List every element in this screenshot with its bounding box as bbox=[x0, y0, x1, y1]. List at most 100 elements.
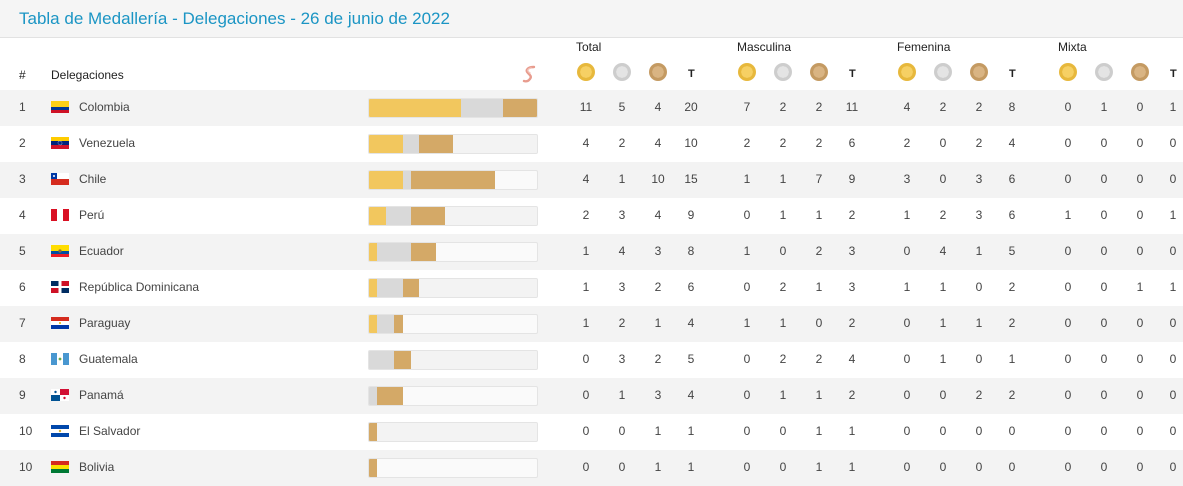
total-bronze-count: 3 bbox=[654, 388, 662, 402]
mixta-bronze-count: 0 bbox=[1136, 460, 1144, 474]
bar-segment-silver bbox=[385, 207, 411, 225]
table-row[interactable]: 2 Venezuela 4 2 4 10 2 2 2 6 2 0 2 4 0 0 0 0 bbox=[0, 126, 1183, 162]
rank-cell: 10 bbox=[19, 424, 33, 438]
masculina-total-count: 3 bbox=[848, 280, 856, 294]
mixta-bronze-count: 0 bbox=[1136, 424, 1144, 438]
femenina-bronze-count: 1 bbox=[975, 316, 983, 330]
femenina-silver-count: 4 bbox=[939, 244, 947, 258]
table-row[interactable]: 8 Guatemala 0 3 2 5 0 2 2 4 0 1 0 1 0 0 0 0 bbox=[0, 342, 1183, 378]
table-row[interactable]: 4 Perú 2 3 4 9 0 1 1 2 1 2 3 6 1 0 0 1 bbox=[0, 198, 1183, 234]
group-header-masculina: Masculina bbox=[737, 40, 792, 54]
brand-logo-icon bbox=[522, 65, 536, 83]
country-name[interactable]: Venezuela bbox=[79, 136, 136, 150]
total-silver-count: 0 bbox=[618, 424, 626, 438]
rank-cell: 4 bbox=[19, 208, 26, 222]
masculina-gold-count: 0 bbox=[743, 280, 751, 294]
table-row[interactable]: 3 Chile 4 1 10 15 1 1 7 9 3 0 3 6 0 0 0 0 bbox=[0, 162, 1183, 198]
total-bronze-count: 2 bbox=[654, 352, 662, 366]
table-row[interactable]: 5 Ecuador 1 4 3 8 1 0 2 3 0 4 1 5 0 0 0 0 bbox=[0, 234, 1183, 270]
table-row[interactable]: 1 Colombia 11 5 4 20 7 2 2 11 4 2 2 8 0 1 0 1 bbox=[0, 90, 1183, 126]
femenina-total-count: 0 bbox=[1008, 460, 1016, 474]
medal-distribution-bar bbox=[368, 278, 538, 298]
bar-segment-bronze bbox=[394, 315, 403, 333]
mixta-gold-count: 1 bbox=[1064, 208, 1072, 222]
mixta-gold-count: 0 bbox=[1064, 280, 1072, 294]
total-silver-count: 2 bbox=[618, 316, 626, 330]
femenina-gold-count: 4 bbox=[903, 100, 911, 114]
country-name[interactable]: Paraguay bbox=[79, 316, 131, 330]
total-gold-count: 1 bbox=[582, 244, 590, 258]
medal-distribution-bar bbox=[368, 422, 538, 442]
masculina-bronze-count: 0 bbox=[815, 316, 823, 330]
femenina-bronze-count: 0 bbox=[975, 424, 983, 438]
mixta-silver-count: 0 bbox=[1100, 460, 1108, 474]
table-row[interactable]: 10 Bolivia 0 0 1 1 0 0 1 1 0 0 0 0 0 0 0 0 bbox=[0, 450, 1183, 486]
masculina-gold-count: 7 bbox=[743, 100, 751, 114]
femenina-silver-count: 0 bbox=[939, 460, 947, 474]
table-row[interactable]: 9 Panamá 0 1 3 4 0 1 1 2 0 0 2 2 0 0 0 0 bbox=[0, 378, 1183, 414]
bar-segment-gold bbox=[369, 279, 378, 297]
total-gold-count: 1 bbox=[582, 316, 590, 330]
mixta-bronze-count: 0 bbox=[1136, 136, 1144, 150]
total-total-count: 20 bbox=[684, 100, 698, 114]
masculina-gold-count: 1 bbox=[743, 316, 751, 330]
rank-cell: 8 bbox=[19, 352, 26, 366]
mixta-bronze-count: 0 bbox=[1136, 388, 1144, 402]
medal-distribution-bar bbox=[368, 242, 538, 262]
femenina-total-count: 2 bbox=[1008, 388, 1016, 402]
masculina-total-count: 2 bbox=[848, 316, 856, 330]
country-name[interactable]: Ecuador bbox=[79, 244, 124, 258]
total-gold-count: 11 bbox=[579, 100, 593, 114]
silver-medal-icon bbox=[934, 63, 952, 81]
country-name[interactable]: Guatemala bbox=[79, 352, 138, 366]
medal-distribution-bar bbox=[368, 134, 538, 154]
medal-distribution-bar bbox=[368, 98, 538, 118]
country-name[interactable]: Chile bbox=[79, 172, 107, 186]
medal-table-body: 1 Colombia 11 5 4 20 7 2 2 11 4 2 2 8 0 1 0 1 2 Venezuela 4 2… bbox=[0, 90, 1183, 486]
total-column-label: T bbox=[1170, 68, 1177, 80]
country-name[interactable]: República Dominicana bbox=[79, 280, 200, 294]
flag-bolivia-icon bbox=[51, 461, 69, 473]
total-bronze-count: 4 bbox=[654, 208, 662, 222]
bar-segment-gold bbox=[369, 171, 403, 189]
masculina-total-count: 6 bbox=[848, 136, 856, 150]
country-name[interactable]: Colombia bbox=[79, 100, 130, 114]
table-row[interactable]: 7 Paraguay 1 2 1 4 1 1 0 2 0 1 1 2 0 0 0 0 bbox=[0, 306, 1183, 342]
country-name[interactable]: Bolivia bbox=[79, 460, 115, 474]
table-row[interactable]: 6 República Dominicana 1 3 2 6 0 2 1 3 1 1 0 2 0 0 1 1 bbox=[0, 270, 1183, 306]
medal-distribution-bar bbox=[368, 350, 538, 370]
masculina-gold-count: 0 bbox=[743, 208, 751, 222]
mixta-bronze-count: 0 bbox=[1136, 208, 1144, 222]
table-row[interactable]: 10 El Salvador 0 0 1 1 0 0 1 1 0 0 0 0 0 0 0 0 bbox=[0, 414, 1183, 450]
rank-cell: 9 bbox=[19, 388, 26, 402]
gold-medal-icon bbox=[1059, 63, 1077, 81]
masculina-total-count: 9 bbox=[848, 172, 856, 186]
femenina-gold-count: 1 bbox=[903, 280, 911, 294]
masculina-gold-count: 1 bbox=[743, 172, 751, 186]
masculina-silver-count: 0 bbox=[779, 460, 787, 474]
mixta-gold-count: 0 bbox=[1064, 100, 1072, 114]
bronze-medal-icon bbox=[810, 63, 828, 81]
country-name[interactable]: El Salvador bbox=[79, 424, 141, 438]
total-gold-count: 1 bbox=[582, 280, 590, 294]
group-header-total: Total bbox=[576, 40, 602, 54]
bar-segment-bronze bbox=[377, 387, 403, 405]
medal-distribution-bar bbox=[368, 458, 538, 478]
rank-cell: 5 bbox=[19, 244, 26, 258]
femenina-total-count: 2 bbox=[1008, 280, 1016, 294]
total-total-count: 1 bbox=[687, 460, 695, 474]
country-name[interactable]: Panamá bbox=[79, 388, 124, 402]
mixta-gold-count: 0 bbox=[1064, 424, 1072, 438]
country-name[interactable]: Perú bbox=[79, 208, 105, 222]
femenina-silver-count: 0 bbox=[939, 388, 947, 402]
masculina-silver-count: 2 bbox=[779, 136, 787, 150]
total-column-label: T bbox=[849, 68, 856, 80]
bar-segment-silver bbox=[461, 99, 504, 117]
title-bar: Tabla de Medallería - Delegaciones - 26 … bbox=[0, 0, 1183, 38]
mixta-gold-count: 0 bbox=[1064, 244, 1072, 258]
mixta-silver-count: 0 bbox=[1100, 172, 1108, 186]
mixta-silver-count: 0 bbox=[1100, 424, 1108, 438]
femenina-total-count: 1 bbox=[1008, 352, 1016, 366]
bar-segment-bronze bbox=[369, 423, 378, 441]
bar-segment-bronze bbox=[411, 207, 445, 225]
